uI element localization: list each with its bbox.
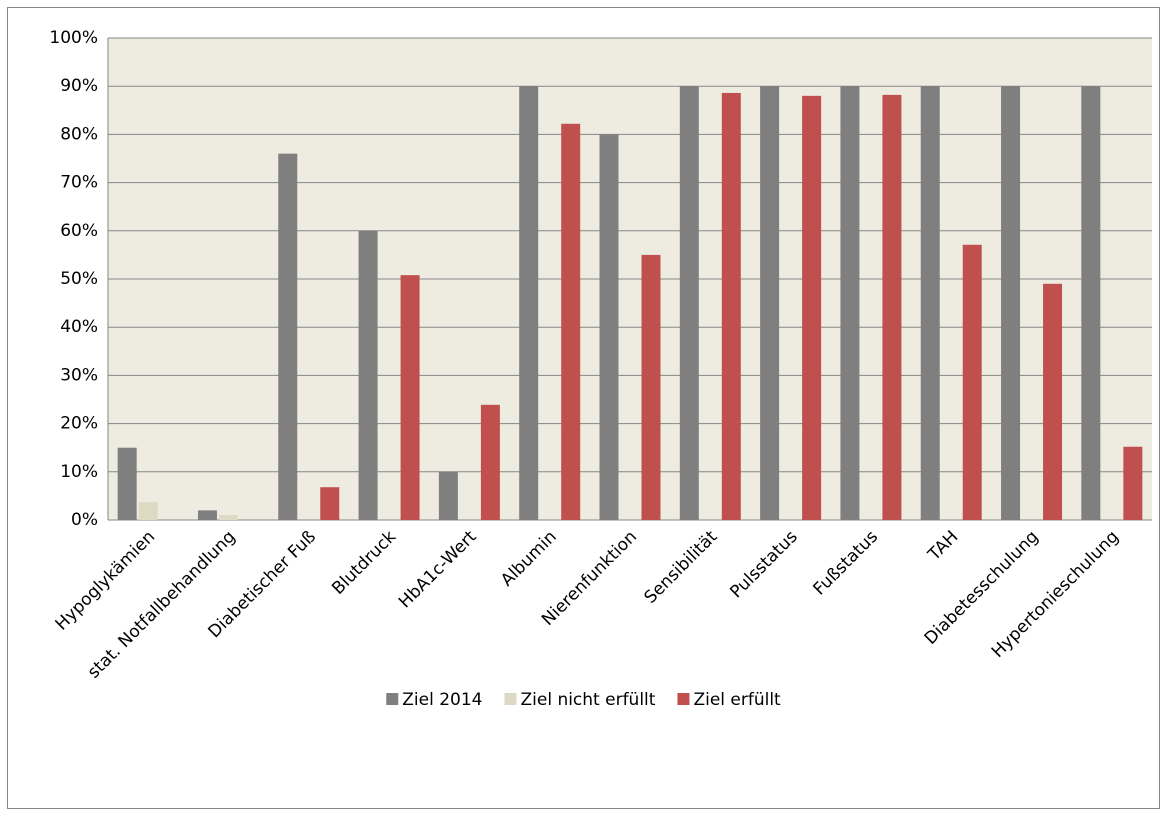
bar — [278, 153, 298, 520]
bar — [882, 94, 902, 520]
bar — [358, 230, 378, 521]
y-tick-label: 30% — [60, 365, 98, 385]
bar — [920, 86, 940, 520]
bar — [197, 510, 217, 520]
bar — [721, 92, 741, 520]
y-tick-label: 40% — [60, 317, 98, 337]
bar — [1001, 86, 1021, 520]
bar — [599, 134, 619, 520]
y-tick-label: 60% — [60, 221, 98, 241]
bar — [480, 404, 500, 520]
legend-label: Ziel 2014 — [402, 690, 482, 710]
y-tick-label: 70% — [60, 173, 98, 193]
bar — [1123, 446, 1143, 520]
y-tick-label: 80% — [60, 124, 98, 144]
legend-label: Ziel erfüllt — [693, 690, 781, 710]
legend-label: Ziel nicht erfüllt — [520, 690, 655, 710]
bar — [218, 515, 238, 520]
bar — [561, 123, 581, 521]
bar — [138, 502, 158, 520]
y-tick-label: 50% — [60, 269, 98, 289]
bar — [641, 254, 661, 520]
y-tick-label: 10% — [60, 462, 98, 482]
bar — [320, 487, 340, 520]
bar — [840, 86, 860, 520]
bar — [438, 471, 458, 520]
legend: Ziel 2014 Ziel nicht erfüllt Ziel erfüllt — [386, 690, 781, 710]
bar — [802, 95, 822, 520]
bar — [1043, 283, 1063, 520]
bar — [1081, 86, 1101, 520]
bar — [400, 275, 420, 520]
bar — [117, 447, 137, 520]
bar — [519, 86, 539, 520]
y-tick-label: 90% — [60, 76, 98, 96]
bar — [760, 86, 780, 520]
legend-swatch — [386, 693, 399, 705]
legend-swatch — [677, 693, 690, 705]
bar — [679, 86, 699, 520]
y-tick-label: 100% — [49, 28, 98, 48]
y-tick-label: 0% — [71, 510, 98, 530]
legend-swatch — [504, 693, 517, 705]
bar — [962, 244, 982, 520]
y-tick-label: 20% — [60, 414, 98, 434]
